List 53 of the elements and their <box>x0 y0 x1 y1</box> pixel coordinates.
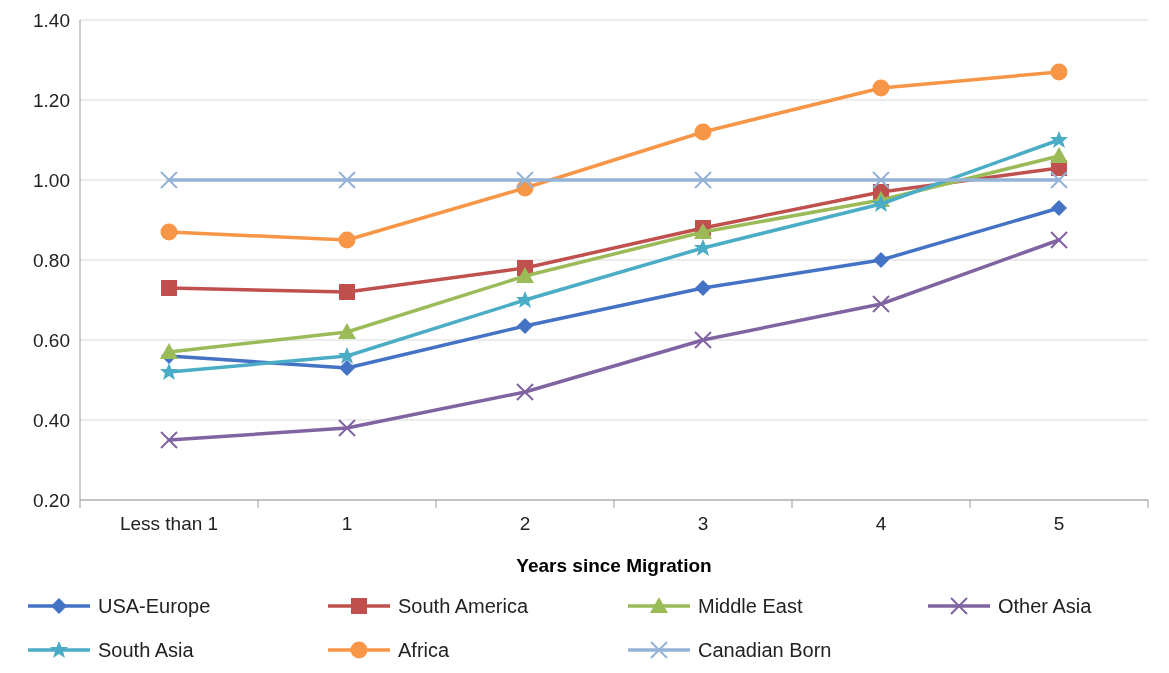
point <box>516 171 534 189</box>
y-tick-label: 0.20 <box>33 489 70 511</box>
y-tick-label: 1.00 <box>33 169 70 191</box>
point <box>160 363 178 380</box>
x-tick-label: 2 <box>519 513 531 534</box>
point <box>338 347 356 364</box>
x-axis-title: Years since Migration <box>516 555 712 576</box>
x-tick-label: Less than 1 <box>119 513 219 534</box>
point <box>694 171 712 189</box>
point <box>1050 63 1068 81</box>
point <box>872 79 890 97</box>
legend-label: Africa <box>398 639 450 661</box>
point <box>872 295 890 313</box>
point <box>1051 200 1067 216</box>
point <box>338 323 356 339</box>
point <box>694 331 712 349</box>
x-tick-label: 4 <box>875 513 887 534</box>
point <box>338 231 356 249</box>
point <box>1050 231 1068 249</box>
point <box>161 280 177 296</box>
legend-label: Canadian Born <box>698 639 832 661</box>
point <box>160 343 178 359</box>
point <box>516 383 534 401</box>
point <box>695 280 711 296</box>
point <box>160 431 178 449</box>
legend-label: South Asia <box>98 639 195 661</box>
point <box>1050 171 1068 189</box>
x-tick-label: 5 <box>1053 513 1065 534</box>
y-tick-label: 0.40 <box>33 409 70 431</box>
legend-label: Other Asia <box>998 595 1093 617</box>
point <box>1050 147 1068 163</box>
x-tick-label: 1 <box>341 513 353 534</box>
point <box>339 360 355 376</box>
point <box>160 171 178 189</box>
y-tick-label: 0.80 <box>33 249 70 271</box>
point <box>694 123 712 141</box>
point <box>339 284 355 300</box>
legend-label: Middle East <box>698 595 803 617</box>
legend-label: South America <box>398 595 529 617</box>
legend-label: USA-Europe <box>98 595 211 617</box>
point <box>516 267 534 283</box>
point <box>873 252 889 268</box>
point <box>1050 131 1068 148</box>
y-tick-label: 1.40 <box>33 9 70 31</box>
point <box>872 171 890 189</box>
point <box>338 171 356 189</box>
point <box>872 195 890 212</box>
point <box>338 419 356 437</box>
y-tick-label: 0.60 <box>33 329 70 351</box>
point <box>160 223 178 241</box>
point <box>517 318 533 334</box>
x-tick-label: 3 <box>697 513 709 534</box>
y-tick-label: 1.20 <box>33 89 70 111</box>
